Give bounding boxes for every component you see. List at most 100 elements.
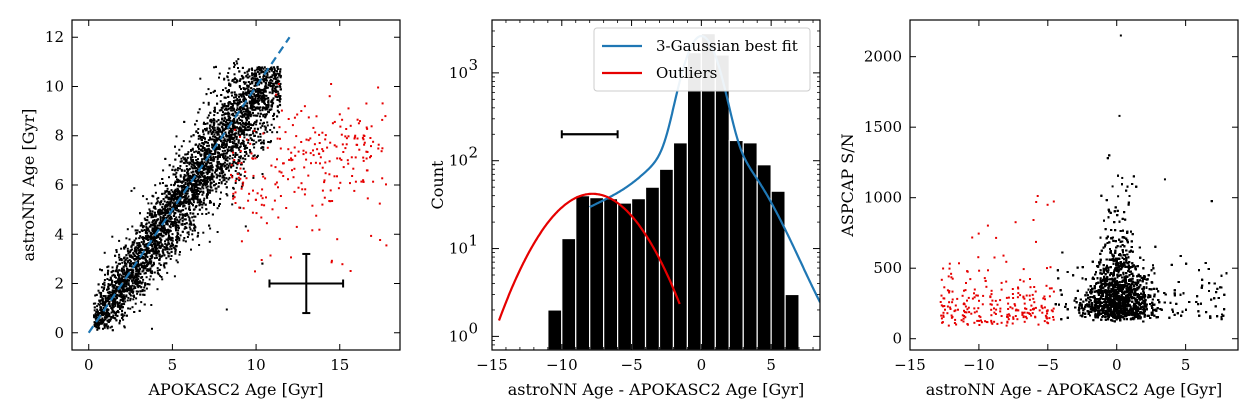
data-point: [171, 197, 173, 200]
data-point: [128, 251, 131, 254]
data-point: [184, 194, 187, 197]
data-point: [222, 156, 225, 158]
data-point: [227, 79, 230, 82]
data-point: [123, 256, 126, 259]
data-point: [248, 68, 251, 71]
data-point: [100, 320, 103, 323]
data-point: [196, 163, 199, 166]
data-point: [260, 95, 263, 98]
data-point: [174, 145, 176, 148]
data-point: [117, 271, 119, 274]
outlier-point: [247, 199, 250, 202]
data-point: [183, 169, 186, 172]
data-point: [205, 153, 208, 156]
data-point: [148, 236, 151, 239]
data-point: [258, 94, 261, 97]
outlier-point: [330, 261, 333, 264]
data-point: [172, 193, 175, 196]
data-point: [112, 286, 115, 289]
data-point: [177, 184, 179, 187]
data-point: [145, 260, 148, 263]
data-point: [183, 184, 186, 187]
data-point: [155, 244, 158, 247]
outlier-point: [354, 134, 357, 137]
data-point: [189, 187, 192, 190]
data-point: [129, 255, 132, 258]
data-point: [151, 221, 154, 224]
data-point: [217, 129, 220, 132]
data-point: [271, 86, 274, 89]
data-point: [257, 89, 260, 92]
data-point: [211, 143, 213, 146]
data-point: [239, 108, 241, 111]
data-point: [197, 131, 199, 134]
data-point: [223, 138, 226, 141]
data-point: [272, 118, 275, 121]
data-point: [142, 255, 145, 258]
data-point: [192, 184, 195, 187]
data-point: [156, 288, 159, 291]
data-point: [162, 248, 165, 251]
data-point: [205, 213, 208, 215]
data-point: [223, 116, 226, 119]
data-point: [104, 296, 107, 299]
data-point: [168, 252, 171, 255]
data-point: [236, 79, 238, 82]
data-point: [222, 147, 225, 149]
data-point: [198, 244, 201, 246]
data-point: [126, 228, 129, 231]
data-point: [213, 203, 215, 206]
outlier-point: [356, 118, 359, 121]
data-point: [188, 140, 191, 143]
data-point: [246, 146, 249, 149]
data-point: [222, 122, 225, 125]
outlier-point: [352, 167, 355, 170]
data-point: [238, 179, 241, 182]
data-point: [219, 167, 221, 170]
data-point: [131, 270, 134, 273]
data-point: [225, 121, 227, 124]
data-point: [194, 226, 197, 229]
data-point: [235, 93, 238, 96]
data-point: [180, 209, 183, 212]
data-point: [169, 202, 172, 204]
outlier-point: [287, 118, 290, 120]
data-point: [225, 186, 228, 189]
data-point: [237, 158, 240, 161]
data-point: [101, 308, 104, 311]
data-point: [143, 256, 146, 259]
data-point: [211, 119, 214, 122]
data-point: [216, 174, 219, 177]
data-point: [139, 290, 142, 293]
data-point: [144, 258, 147, 261]
data-point: [177, 205, 180, 207]
outlier-point: [293, 146, 296, 149]
outlier-point: [290, 157, 292, 160]
data-point: [203, 154, 206, 157]
data-point: [146, 229, 149, 232]
data-point: [181, 219, 184, 222]
data-point: [143, 286, 146, 289]
data-point: [138, 244, 140, 247]
data-point: [218, 147, 220, 150]
data-point: [120, 277, 123, 280]
data-point: [238, 102, 241, 105]
data-point: [139, 280, 141, 283]
data-point: [167, 201, 170, 204]
data-point: [191, 238, 194, 241]
data-point: [193, 178, 196, 181]
data-point: [181, 213, 184, 216]
data-point: [131, 265, 134, 268]
data-point: [171, 190, 174, 193]
data-point: [224, 117, 227, 120]
data-point: [235, 135, 238, 138]
data-point: [156, 252, 159, 255]
outlier-point: [277, 216, 280, 219]
data-point: [137, 261, 139, 264]
data-point: [254, 101, 257, 104]
outlier-point: [245, 138, 248, 141]
data-point: [177, 232, 180, 235]
data-point: [104, 316, 106, 319]
data-point: [127, 260, 130, 262]
data-point: [221, 131, 223, 134]
